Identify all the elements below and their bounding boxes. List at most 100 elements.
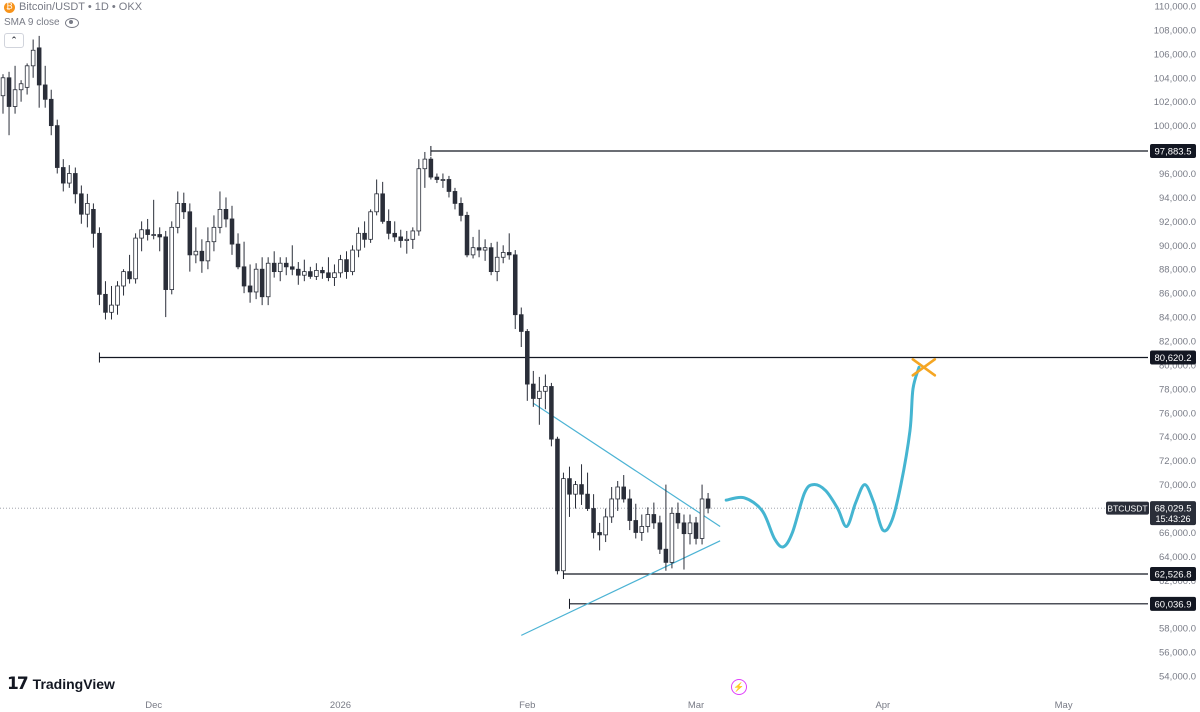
y-tick-label: 100,000.0: [1154, 121, 1196, 132]
candle-body: [416, 168, 422, 232]
candle-body: [265, 262, 271, 298]
countdown-label: 15:43:26: [1155, 514, 1190, 524]
candle-body: [519, 314, 524, 332]
candle-body: [543, 386, 548, 392]
candle-body: [6, 77, 12, 107]
target-cross-b: [911, 358, 937, 377]
candle-body: [506, 252, 512, 256]
candle-body: [633, 520, 639, 533]
candle-body: [669, 512, 675, 563]
indicator-label[interactable]: SMA 9 close: [4, 17, 60, 28]
candle-body: [440, 179, 446, 181]
x-tick-label: 2026: [330, 700, 351, 711]
candle-body: [67, 173, 72, 184]
candle-body: [494, 256, 500, 273]
y-tick-label: 66,000.0: [1159, 528, 1196, 539]
candle-body: [247, 285, 253, 293]
candle-body: [488, 247, 494, 273]
candle-body: [609, 498, 614, 518]
trendline: [532, 402, 721, 527]
candle-body: [392, 232, 397, 238]
candle-body: [283, 262, 289, 268]
level-price-badge: [1150, 143, 1196, 158]
tradingview-mark-icon: 17: [7, 674, 29, 694]
candle-body: [61, 167, 66, 184]
trendline: [521, 540, 721, 636]
y-tick-label: 88,000.0: [1159, 265, 1196, 276]
candle-body: [374, 193, 379, 213]
candle-body: [36, 47, 42, 86]
candle-body: [699, 498, 705, 539]
candle-body: [79, 193, 84, 215]
candle-body: [103, 293, 108, 313]
candle-body: [476, 247, 482, 251]
y-tick-label: 80,000.0: [1159, 360, 1196, 371]
lightning-icon[interactable]: ⚡: [731, 679, 747, 695]
candle-body: [452, 191, 458, 204]
chevron-up-icon[interactable]: ⌃: [4, 33, 24, 48]
candle-body: [211, 226, 217, 243]
candle-body: [133, 237, 138, 280]
candle-body: [193, 250, 199, 256]
candle-body: [434, 176, 440, 180]
y-tick-label: 72,000.0: [1159, 456, 1196, 467]
candle-body: [663, 548, 669, 563]
candle-body: [549, 386, 554, 440]
x-tick-label: Feb: [519, 700, 535, 711]
candle-body: [91, 208, 96, 234]
symbol-header: Bitcoin/USDT • 1D • OKX: [4, 1, 142, 13]
candle-body: [597, 532, 602, 536]
y-tick-label: 108,000.0: [1154, 25, 1196, 36]
candle-body: [12, 89, 18, 107]
y-tick-label: 94,000.0: [1159, 193, 1196, 204]
y-tick-label: 62,000.0: [1159, 576, 1196, 587]
candle-body: [458, 203, 464, 216]
y-tick-label: 110,000.0: [1154, 1, 1196, 12]
candle-body: [621, 486, 626, 500]
candle-body: [531, 383, 536, 399]
y-tick-label: 84,000.0: [1159, 313, 1196, 324]
candle-body: [296, 268, 301, 276]
eye-icon[interactable]: [64, 17, 79, 28]
y-tick-label: 58,000.0: [1159, 624, 1196, 635]
candle-body: [585, 493, 590, 509]
symbol-title[interactable]: Bitcoin/USDT • 1D • OKX: [19, 1, 143, 13]
candle-body: [651, 514, 657, 524]
y-tick-label: 64,000.0: [1159, 552, 1196, 563]
y-tick-label: 96,000.0: [1159, 169, 1196, 180]
candle-body: [470, 247, 476, 256]
candle-body: [567, 478, 572, 495]
y-tick-label: 78,000.0: [1159, 384, 1196, 395]
ticker-badge: [1106, 501, 1149, 515]
tradingview-logo-text: TradingView: [32, 676, 115, 692]
candle-body: [139, 229, 144, 239]
candle-body: [157, 234, 162, 238]
candle-body: [579, 484, 584, 495]
bitcoin-icon: [4, 1, 15, 13]
candle-body: [525, 331, 530, 385]
candle-body: [277, 262, 283, 273]
x-tick-label: May: [1055, 700, 1073, 711]
candle-body: [380, 193, 385, 222]
candle-body: [314, 270, 319, 277]
y-tick-label: 90,000.0: [1159, 241, 1196, 252]
candle-body: [362, 232, 367, 240]
y-tick-label: 82,000.0: [1159, 337, 1196, 348]
candle-body: [320, 270, 325, 274]
y-tick-label: 104,000.0: [1154, 73, 1196, 84]
candle-body: [259, 268, 265, 298]
tradingview-logo[interactable]: 17 TradingView: [7, 674, 115, 694]
candle-body: [271, 262, 277, 273]
candle-body: [561, 478, 566, 572]
candle-body: [512, 254, 518, 316]
candle-body: [217, 208, 223, 228]
candle-body: [332, 272, 337, 278]
candle-body: [368, 211, 373, 240]
candle-body: [229, 218, 235, 245]
candle-body: [151, 234, 156, 236]
candle-body: [127, 271, 132, 280]
candle-body: [573, 484, 578, 495]
candle-body: [24, 65, 30, 88]
y-tick-label: 74,000.0: [1159, 432, 1196, 443]
